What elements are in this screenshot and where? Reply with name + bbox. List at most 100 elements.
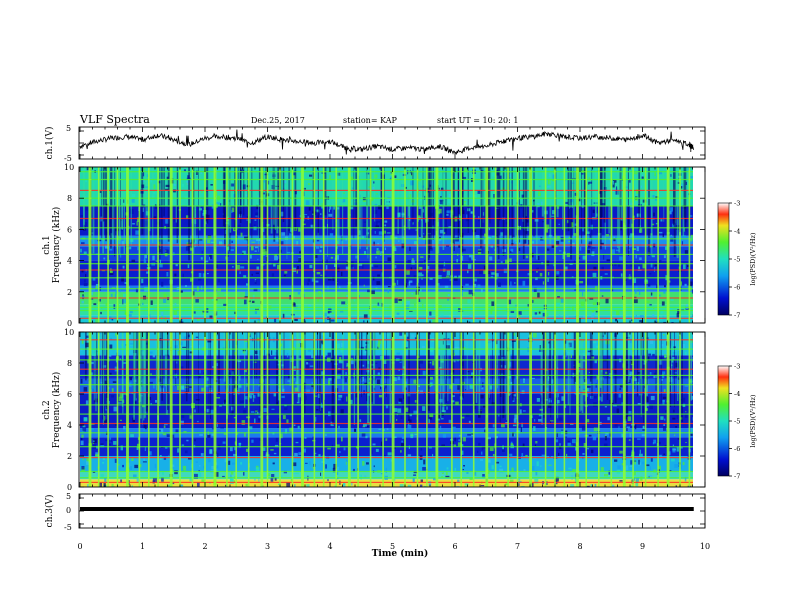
ch2-colorbar-tick-labels: -3-4-5-6-7	[729, 363, 740, 481]
tonal-line	[80, 205, 693, 207]
spectrum-speckle	[514, 185, 519, 189]
spectrum-speckle	[86, 457, 91, 463]
spectrum-speckle	[197, 482, 200, 487]
spectrum-speckle	[424, 353, 427, 356]
tonal-line	[80, 481, 693, 483]
sferic-spike	[260, 332, 264, 487]
spectrum-speckle	[210, 409, 214, 415]
spectrum-speckle	[562, 254, 564, 259]
spectrum-speckle	[674, 434, 676, 436]
spectrum-speckle	[195, 461, 198, 463]
sferic-spike	[226, 167, 228, 323]
spectrum-band	[80, 479, 693, 487]
spectrum-speckle	[464, 168, 468, 172]
spectrum-speckle	[526, 219, 529, 223]
spectrum-speckle	[195, 299, 199, 303]
spectrum-speckle	[472, 195, 477, 199]
spectrum-speckle	[483, 270, 487, 275]
sferic-spike	[235, 332, 237, 487]
spectrum-speckle	[553, 232, 555, 237]
spectrum-speckle	[363, 314, 368, 319]
spectrum-speckle	[286, 482, 291, 487]
spectrum-speckle	[527, 239, 530, 245]
colorbar-tick-label: -5	[734, 418, 740, 426]
spectrum-speckle	[558, 223, 560, 225]
noise-column	[543, 167, 545, 240]
spectrum-speckle	[199, 434, 203, 436]
tonal-line	[80, 339, 693, 341]
spectrum-speckle	[407, 424, 412, 430]
spectrum-speckle	[142, 461, 147, 463]
spectrum-speckle	[500, 232, 504, 236]
spectrum-speckle	[331, 314, 335, 317]
noise-column	[135, 332, 137, 399]
spectrum-speckle	[464, 485, 467, 487]
spectrum-speckle	[682, 235, 687, 238]
spectrum-speckle	[166, 272, 169, 277]
spectrum-speckle	[177, 448, 180, 453]
spectrum-speckle	[102, 365, 107, 368]
spectrum-speckle	[557, 392, 559, 398]
spectrum-speckle	[99, 482, 102, 487]
spectrum-speckle	[403, 394, 405, 400]
colorbar-tick-label: -6	[734, 445, 740, 453]
spectrum-speckle	[387, 196, 391, 198]
spectrum-speckle	[481, 447, 484, 451]
noise-column	[282, 167, 285, 223]
noise-column	[655, 332, 657, 391]
spectrum-speckle	[463, 202, 467, 204]
spectrum-speckle	[124, 311, 127, 316]
spectrum-speckle	[418, 266, 423, 270]
spectrum-speckle	[629, 433, 631, 438]
spectrum-speckle	[651, 223, 655, 226]
spectrum-speckle	[320, 407, 325, 412]
spectrum-speckle	[200, 257, 203, 260]
spectrum-speckle	[477, 450, 479, 453]
spectrum-speckle	[536, 267, 539, 270]
spectrum-speckle	[363, 423, 367, 427]
spectrum-speckle	[132, 417, 135, 423]
spectrum-speckle	[634, 196, 638, 201]
spectrum-speckle	[436, 314, 441, 319]
tonal-line	[80, 413, 693, 415]
noise-column	[198, 332, 199, 413]
spectrum-speckle	[488, 459, 491, 463]
spectrum-speckle	[408, 419, 412, 423]
spectrum-speckle	[274, 477, 277, 481]
spectrum-speckle	[640, 185, 643, 188]
spectrum-speckle	[122, 299, 124, 305]
sferic-spike	[460, 332, 462, 487]
spectrum-speckle	[383, 224, 387, 227]
spectrum-speckle	[400, 450, 402, 453]
spectrum-speckle	[103, 419, 107, 424]
spectrum-speckle	[361, 433, 366, 437]
spectrum-speckle	[352, 187, 354, 190]
sferic-spike	[247, 332, 250, 487]
spectrum-speckle	[441, 188, 444, 191]
spectrum-speckle	[362, 426, 365, 428]
noise-column	[161, 332, 163, 401]
spectrum-speckle	[517, 481, 522, 483]
spectrum-speckle	[306, 362, 309, 365]
spectrum-speckle	[253, 395, 256, 399]
noise-column	[626, 332, 627, 415]
y-tick-label: 0	[67, 483, 72, 492]
spectrum-speckle	[210, 184, 213, 186]
spectrum-speckle	[212, 428, 215, 430]
spectrum-speckle	[446, 467, 449, 470]
spectrum-speckle	[631, 319, 633, 322]
tonal-line	[80, 432, 693, 434]
spectrum-speckle	[655, 223, 658, 225]
noise-column	[467, 167, 469, 233]
spectrum-speckle	[207, 235, 212, 240]
tonal-line	[80, 470, 693, 473]
spectrum-speckle	[286, 353, 289, 358]
spectrum-speckle	[537, 256, 540, 261]
noise-column	[276, 167, 279, 234]
spectrum-speckle	[337, 369, 342, 374]
ch1-waveform-frame	[78, 126, 706, 160]
spectrum-speckle	[546, 312, 549, 317]
spectrum-speckle	[161, 311, 164, 316]
spectrum-speckle	[420, 256, 424, 258]
spectrum-speckle	[437, 413, 441, 418]
